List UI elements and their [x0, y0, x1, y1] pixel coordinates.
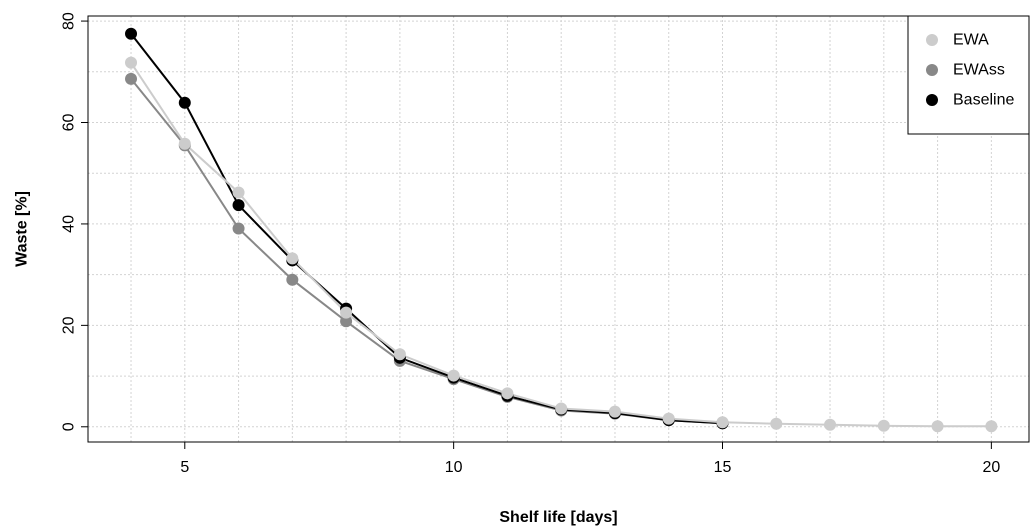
- y-axis-title: Waste [%]: [14, 191, 31, 267]
- series-line-ewass: [130, 78, 723, 425]
- axes: [87, 15, 1030, 443]
- grid: [88, 16, 1029, 442]
- y-tick-label: 60: [61, 114, 78, 132]
- data-point-baseline: [232, 199, 245, 212]
- y-tick-label: 80: [61, 12, 78, 30]
- data-point-ewa: [662, 412, 675, 425]
- data-point-ewa: [716, 416, 729, 429]
- data-point-ewa: [608, 405, 621, 418]
- data-point-ewass: [125, 72, 138, 85]
- legend-marker: [926, 34, 938, 46]
- data-point-ewa: [824, 418, 837, 431]
- data-point-ewa: [985, 420, 998, 433]
- series-points: [125, 27, 998, 433]
- data-point-ewa: [178, 137, 191, 150]
- x-tick-label: 15: [714, 459, 732, 476]
- x-axis: 5 10 15 20: [180, 442, 1000, 476]
- y-tick-label: 0: [61, 422, 78, 431]
- series-line-baseline: [130, 33, 723, 425]
- y-tick-label: 20: [61, 316, 78, 334]
- data-point-ewa: [877, 419, 890, 432]
- data-point-ewa: [340, 306, 353, 319]
- data-point-ewa: [286, 252, 299, 265]
- y-tick-label: 40: [61, 215, 78, 233]
- data-point-ewa: [501, 387, 514, 400]
- data-point-ewa: [393, 348, 406, 361]
- plot-border: [87, 15, 1030, 443]
- legend-label: Baseline: [953, 92, 1014, 109]
- data-point-baseline: [125, 27, 138, 40]
- data-point-ewass: [232, 222, 245, 235]
- data-point-ewass: [340, 315, 353, 328]
- y-axis: 0 20 40 60 80: [61, 12, 88, 431]
- data-point-ewa: [555, 402, 568, 415]
- x-tick-label: 20: [982, 459, 1000, 476]
- legend-label: EWAss: [953, 62, 1005, 79]
- data-point-ewa: [232, 186, 245, 199]
- data-point-baseline: [178, 96, 191, 109]
- x-axis-title: Shelf life [days]: [499, 509, 617, 526]
- legend-label: EWA: [953, 32, 989, 49]
- data-point-ewass: [286, 273, 299, 286]
- legend-marker: [926, 64, 938, 76]
- data-point-ewa: [770, 417, 783, 430]
- legend-marker: [926, 94, 938, 106]
- x-tick-label: 10: [445, 459, 463, 476]
- data-point-ewa: [447, 369, 460, 382]
- legend: EWA EWAss Baseline: [907, 15, 1030, 135]
- data-point-ewa: [931, 420, 944, 433]
- x-tick-label: 5: [180, 459, 189, 476]
- data-point-ewa: [125, 56, 138, 69]
